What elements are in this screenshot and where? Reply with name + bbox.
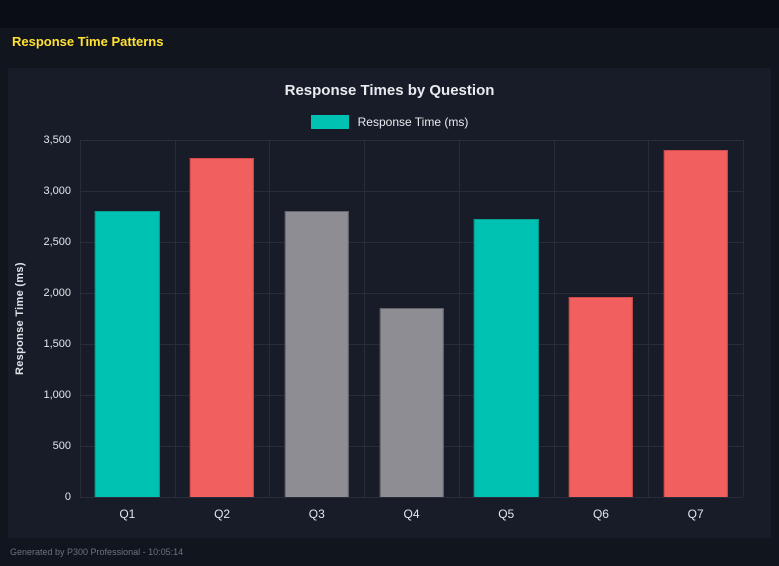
horizontal-gridline xyxy=(80,497,743,498)
vertical-gridline xyxy=(364,140,366,497)
vertical-gridline xyxy=(269,140,271,497)
bar-q1[interactable] xyxy=(95,211,160,497)
x-axis-label: Q6 xyxy=(592,507,609,521)
bar-q2[interactable] xyxy=(189,158,255,497)
vertical-gridline xyxy=(553,140,555,497)
chart-title: Response Times by Question xyxy=(284,82,495,99)
vertical-gridline xyxy=(648,140,650,497)
bar-q4[interactable] xyxy=(379,308,444,497)
x-axis-label: Q5 xyxy=(498,507,515,521)
chart-legend: Response Time (ms) xyxy=(8,114,771,130)
bar-q5[interactable] xyxy=(474,218,539,497)
chart-card: Response Times by Question Response Time… xyxy=(8,68,771,538)
vertical-gridline xyxy=(458,140,460,497)
bar-q3[interactable] xyxy=(284,211,349,497)
legend-swatch xyxy=(310,115,349,129)
horizontal-gridline xyxy=(80,293,743,294)
y-tick-label: 3,500 xyxy=(43,134,71,146)
plot-area xyxy=(80,140,744,498)
y-axis-ticks: 0 500 1,000 1,500 2,000 2,500 3,000 3,500 xyxy=(32,134,80,503)
y-tick-label: 0 xyxy=(64,491,71,503)
bar-q7[interactable] xyxy=(663,150,728,497)
y-tick-label: 500 xyxy=(52,440,71,452)
vertical-gridline xyxy=(80,140,81,497)
horizontal-gridline xyxy=(80,242,743,243)
legend-label: Response Time (ms) xyxy=(357,115,469,129)
x-axis-labels: Q1 Q2 Q3 Q4 Q5 Q6 Q7 xyxy=(80,497,743,521)
horizontal-gridline xyxy=(80,140,743,141)
x-axis-label: Q7 xyxy=(687,507,704,521)
page-title: Response Time Patterns xyxy=(12,34,164,49)
vertical-gridline xyxy=(174,140,176,497)
horizontal-gridline xyxy=(80,191,743,192)
y-tick-label: 2,000 xyxy=(43,287,71,299)
legend-item-response-time[interactable]: Response Time (ms) xyxy=(310,114,469,130)
plot-wrap: Q1 Q2 Q3 Q4 Q5 Q6 Q7 xyxy=(80,140,744,521)
footer-text: Generated by P300 Professional - 10:05:1… xyxy=(10,547,184,557)
y-axis-title: Response Time (ms) xyxy=(14,262,26,375)
x-axis-label: Q2 xyxy=(214,507,231,521)
y-tick-label: 2,500 xyxy=(43,236,71,248)
y-tick-label: 3,000 xyxy=(43,185,71,197)
x-axis-label: Q4 xyxy=(403,507,420,521)
chart-body: Response Time (ms) 0 500 1,000 1,500 2,000 2,… xyxy=(8,134,771,521)
top-strip xyxy=(0,0,779,28)
vertical-gridline xyxy=(743,140,744,497)
x-axis-label: Q1 xyxy=(119,507,136,521)
y-tick-label: 1,500 xyxy=(43,338,71,350)
bar-q6[interactable] xyxy=(568,297,634,497)
y-tick-label: 1,000 xyxy=(43,389,71,401)
x-axis-label: Q3 xyxy=(308,507,325,521)
